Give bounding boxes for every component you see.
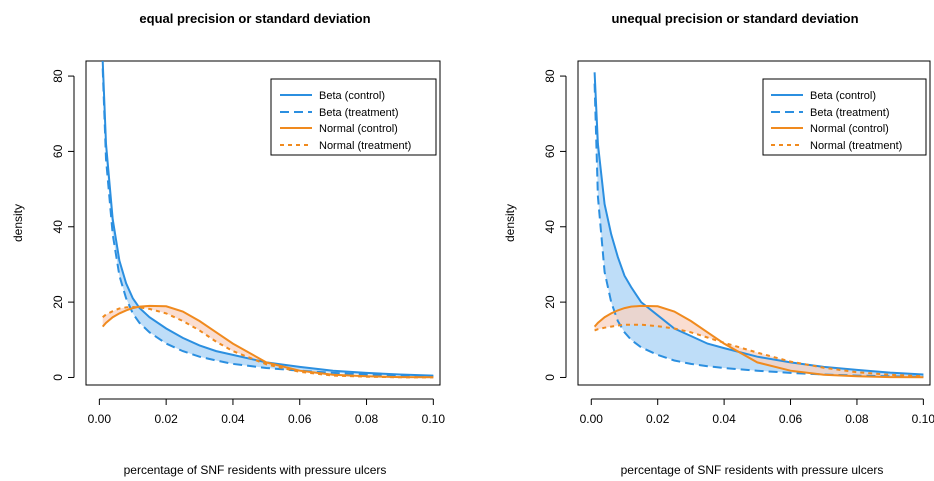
x-tick-label: 0.02 [646,412,670,426]
y-tick-label: 40 [543,220,557,234]
x-tick-label: 0.10 [422,412,446,426]
panel-1-legend: Beta (control) Beta (treatment) Normal (… [270,78,437,156]
x-tick-label: 0.08 [845,412,869,426]
series-line-normal-control [593,304,924,379]
legend-label-beta-control: Beta (control) [319,90,385,102]
x-tick-label: 0.10 [912,412,934,426]
panel-2-y-axis: 0 20 40 60 80 [543,69,567,381]
legend-label-normal-control: Normal (control) [319,123,398,135]
panel-1-x-axis: 0.00 0.02 0.04 0.06 0.08 0.10 [88,398,446,426]
y-tick-label: 20 [51,295,65,309]
panel-2: unequal precision or standard deviation … [503,11,934,477]
series-line-beta-treatment [101,68,434,378]
panel-1-y-axis: 0 20 40 60 80 [51,69,75,381]
panel-1-plot-frame [85,60,441,386]
series-line-normal-treatment [102,305,434,379]
panel-1-x-axis-label: percentage of SNF residents with pressur… [124,463,387,477]
panel-2-band-fills [594,72,924,378]
series-line-beta-control [101,60,434,377]
x-tick-label: 0.04 [221,412,245,426]
panel-1-title: equal precision or standard deviation [139,11,370,26]
y-tick-label: 60 [543,144,557,158]
x-tick-label: 0.00 [580,412,604,426]
normal-band-fill [594,305,924,378]
panel-1-legend-box [270,78,437,156]
series-line-normal-treatment [594,323,924,378]
x-tick-label: 0.04 [712,412,736,426]
legend-label-beta-treatment: Beta (treatment) [810,107,889,119]
y-tick-label: 40 [51,220,65,234]
panel-2-y-axis-label: density [503,204,517,242]
y-tick-label: 60 [51,144,65,158]
panel-2-title: unequal precision or standard deviation [611,11,858,26]
panel-2-legend-box [762,78,927,156]
legend-label-normal-control: Normal (control) [810,123,889,135]
panel-1-series-lines [101,60,434,379]
legend-label-normal-treatment: Normal (treatment) [319,140,411,152]
series-line-beta-treatment [593,83,924,378]
series-line-normal-control [101,304,434,379]
x-tick-label: 0.02 [154,412,178,426]
x-tick-label: 0.08 [355,412,379,426]
panel-1: equal precision or standard deviation pe… [11,11,445,477]
y-tick-label: 0 [51,374,65,381]
y-tick-label: 80 [543,69,557,83]
x-tick-label: 0.06 [288,412,312,426]
panel-2-series-lines [593,72,924,379]
legend-label-beta-treatment: Beta (treatment) [319,107,398,119]
panel-2-x-axis-label: percentage of SNF residents with pressur… [621,463,884,477]
panel-2-plot-frame [577,60,931,386]
x-tick-label: 0.06 [779,412,803,426]
legend-label-normal-treatment: Normal (treatment) [810,140,902,152]
panel-2-legend: Beta (control) Beta (treatment) Normal (… [762,78,927,156]
panel-2-x-axis: 0.00 0.02 0.04 0.06 0.08 0.10 [580,398,934,426]
y-tick-label: 80 [51,69,65,83]
y-tick-label: 0 [543,374,557,381]
y-tick-label: 20 [543,295,557,309]
x-tick-label: 0.00 [88,412,112,426]
panel-1-y-axis-label: density [11,204,25,242]
legend-label-beta-control: Beta (control) [810,90,876,102]
